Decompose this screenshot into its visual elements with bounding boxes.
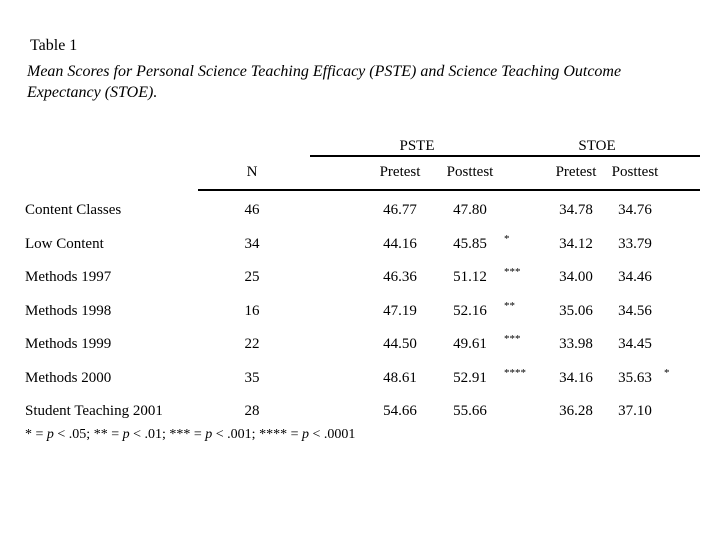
pste-pretest-value: 44.50 — [383, 336, 417, 352]
pste-sig-marker: * — [504, 233, 510, 245]
row-label: Student Teaching 2001 — [25, 403, 163, 419]
row-label: Low Content — [25, 236, 104, 252]
footnote-p-symbol: p — [205, 427, 213, 442]
stoe-posttest-value: 35.63 — [618, 370, 652, 386]
pste-posttest-value: 47.80 — [453, 202, 487, 218]
column-group-stoe: STOE — [578, 138, 616, 154]
stoe-pretest-value: 36.28 — [559, 403, 593, 419]
footnote-segment: < .001; **** = — [212, 427, 302, 442]
footnote-segment: * = — [25, 427, 47, 442]
n-value: 46 — [244, 202, 260, 218]
stoe-posttest-value: 37.10 — [618, 403, 652, 419]
stoe-pretest-value: 33.98 — [559, 336, 593, 352]
table-caption: Mean Scores for Personal Science Teachin… — [27, 63, 622, 101]
table-row: Low Content 34 44.16 45.85 * 34.12 33.79 — [0, 233, 720, 256]
pste-posttest-value: 51.12 — [453, 269, 487, 285]
row-label: Content Classes — [25, 202, 122, 218]
footnote-segment: < .0001 — [308, 427, 356, 442]
pste-sig-marker: *** — [504, 266, 521, 278]
stoe-posttest-value: 34.56 — [618, 303, 652, 319]
pste-pretest-value: 48.61 — [383, 370, 417, 386]
header-rule — [198, 189, 700, 191]
footnote-p-symbol: p — [46, 427, 54, 442]
stoe-posttest-value: 34.46 — [618, 269, 652, 285]
n-value: 28 — [244, 403, 260, 419]
pste-pretest-value: 46.36 — [383, 269, 417, 285]
table-row: Methods 2000 35 48.61 52.91 **** 34.16 3… — [0, 367, 720, 390]
footnote-segment: < .05; ** = — [53, 427, 123, 442]
column-group-pste: PSTE — [399, 138, 435, 154]
pste-posttest-value: 52.16 — [453, 303, 487, 319]
pste-sig-marker: **** — [504, 367, 526, 379]
col-header-pste-pretest: Pretest — [379, 164, 421, 180]
table-row: Student Teaching 2001 28 54.66 55.66 36.… — [0, 403, 720, 423]
stoe-posttest-value: 33.79 — [618, 236, 652, 252]
table-row: Methods 1999 22 44.50 49.61 *** 33.98 34… — [0, 333, 720, 356]
col-header-pste-posttest: Posttest — [446, 164, 494, 180]
pste-pretest-value: 47.19 — [383, 303, 417, 319]
table-row: Content Classes 46 46.77 47.80 34.78 34.… — [0, 202, 720, 222]
footnote-p-symbol: p — [122, 427, 130, 442]
pste-posttest-value: 45.85 — [453, 236, 487, 252]
col-header-stoe-posttest: Posttest — [611, 164, 659, 180]
row-label: Methods 1997 — [25, 269, 112, 285]
stoe-pretest-value: 35.06 — [559, 303, 593, 319]
table-row: Methods 1998 16 47.19 52.16 ** 35.06 34.… — [0, 300, 720, 323]
row-label: Methods 1998 — [25, 303, 112, 319]
pste-pretest-value: 46.77 — [383, 202, 417, 218]
n-value: 25 — [244, 269, 260, 285]
spanner-rule — [310, 155, 700, 157]
col-header-stoe-pretest: Pretest — [555, 164, 597, 180]
row-label: Methods 1999 — [25, 336, 112, 352]
table-row: Methods 1997 25 46.36 51.12 *** 34.00 34… — [0, 266, 720, 289]
row-label: Methods 2000 — [25, 370, 112, 386]
n-value: 22 — [244, 336, 260, 352]
stoe-pretest-value: 34.78 — [559, 202, 593, 218]
pste-pretest-value: 44.16 — [383, 236, 417, 252]
stoe-sig-marker: * — [664, 367, 670, 379]
stoe-pretest-value: 34.00 — [559, 269, 593, 285]
pste-pretest-value: 54.66 — [383, 403, 417, 419]
pste-posttest-value: 55.66 — [453, 403, 487, 419]
stoe-posttest-value: 34.76 — [618, 202, 652, 218]
pste-posttest-value: 52.91 — [453, 370, 487, 386]
pste-sig-marker: ** — [504, 300, 515, 312]
pste-posttest-value: 49.61 — [453, 336, 487, 352]
n-value: 35 — [244, 370, 260, 386]
n-value: 34 — [244, 236, 260, 252]
footnote-p-symbol: p — [301, 427, 309, 442]
col-header-n: N — [246, 164, 258, 180]
stoe-pretest-value: 34.16 — [559, 370, 593, 386]
footnote-segment: < .01; *** = — [129, 427, 206, 442]
stoe-pretest-value: 34.12 — [559, 236, 593, 252]
table-number-title: Table 1 — [30, 37, 78, 54]
significance-footnote: * = p < .05; ** = p < .01; *** = p < .00… — [25, 427, 355, 443]
stoe-posttest-value: 34.45 — [618, 336, 652, 352]
pste-sig-marker: *** — [504, 333, 521, 345]
n-value: 16 — [244, 303, 260, 319]
